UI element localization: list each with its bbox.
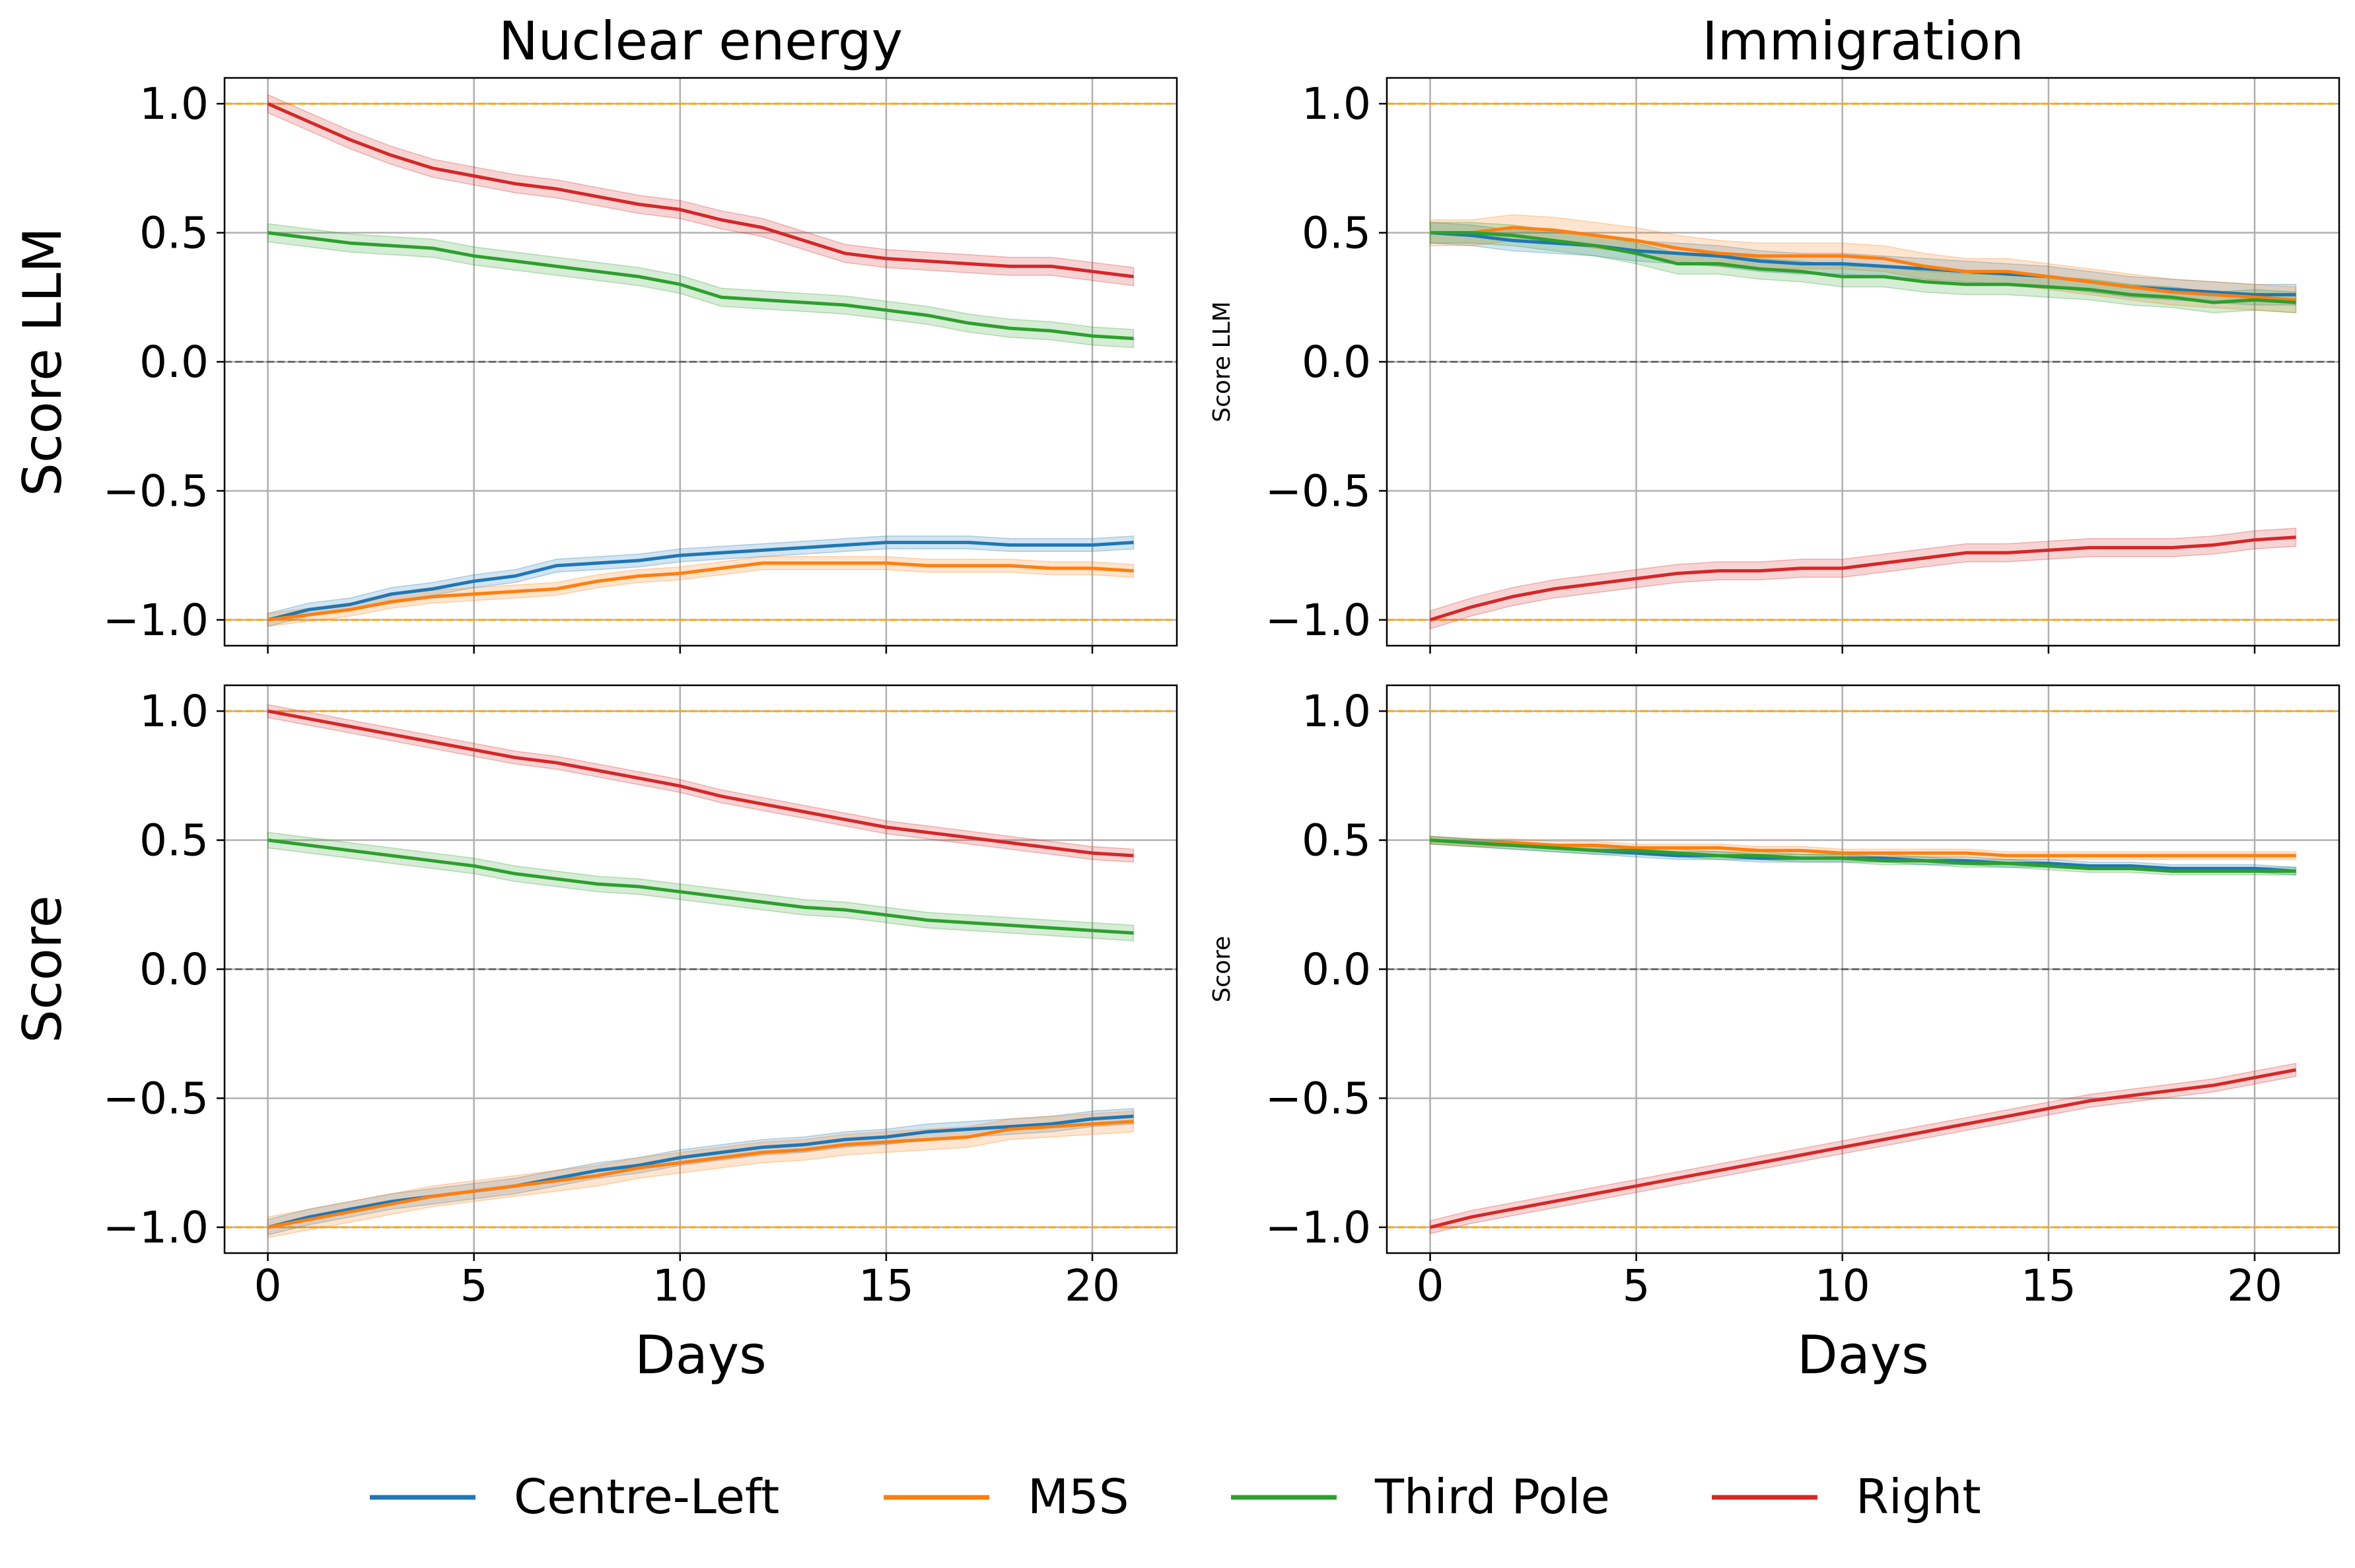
legend-item-m5s: M5S — [884, 1469, 1129, 1524]
ci-band-right — [1429, 1062, 2297, 1235]
series-line-m5s — [267, 1120, 1134, 1229]
legend-item-third-pole: Third Pole — [1231, 1469, 1610, 1524]
panel-title: Nuclear energy — [499, 11, 903, 72]
legend-label: Third Pole — [1374, 1469, 1610, 1524]
y-tick-label: −1.0 — [1265, 1202, 1371, 1253]
x-tick-label: 15 — [2021, 1260, 2076, 1311]
y-tick-label: 1.0 — [139, 79, 209, 129]
legend-label: Centre-Left — [514, 1469, 779, 1524]
y-tick-label: 0.0 — [139, 944, 209, 995]
series-line-right — [1429, 535, 2296, 622]
ci-band-m5s — [1429, 835, 2297, 860]
x-tick-label: 0 — [1417, 1260, 1444, 1311]
y-tick-label: 0.5 — [1302, 208, 1371, 259]
series-line-third-pole — [1430, 838, 2296, 873]
x-tick-label: 5 — [1623, 1260, 1650, 1311]
y-tick-label: 0.5 — [1302, 815, 1371, 866]
y-tick-label: −1.0 — [103, 1202, 209, 1253]
y-tick-label: 1.0 — [1302, 79, 1371, 129]
legend-label: Right — [1856, 1469, 1981, 1524]
series-line-right — [267, 102, 1134, 279]
panel-4: 0 5 10 15 20 1.0 0.5 0.0 −0.5 −1.0 Score Days — [1209, 684, 2340, 1386]
series-line-third-pole — [1430, 231, 2296, 304]
y-axis-label: Score LLM — [1209, 301, 1236, 422]
panels-layer: 1.0 0.5 0.0 −0.5 −1.0 Nuclear energy Score LLM… — [12, 11, 2340, 1386]
ci-band-third-pole — [267, 831, 1135, 941]
ci-band-third-pole — [267, 223, 1135, 349]
panel-3: 0 5 10 15 20 1.0 0.5 0.0 −0.5 −1.0 Score Days — [12, 684, 1178, 1386]
y-tick-label: −0.5 — [1265, 465, 1371, 516]
y-tick-label: −1.0 — [1265, 595, 1371, 646]
series-line-third-pole — [267, 231, 1134, 341]
y-axis-label: Score — [12, 895, 73, 1043]
series-line-m5s — [1430, 226, 2296, 302]
y-tick-label: 0.5 — [139, 815, 209, 866]
ci-band-m5s — [267, 1110, 1135, 1239]
series-line-third-pole — [267, 838, 1134, 935]
ci-band-right — [1429, 528, 2297, 630]
y-axis-label: Score — [1209, 936, 1236, 1003]
y-tick-label: 0.0 — [139, 337, 209, 388]
y-tick-label: 1.0 — [139, 686, 209, 737]
legend-item-centre-left: Centre-Left — [370, 1469, 779, 1524]
x-axis-label: Days — [635, 1324, 767, 1386]
legend: Centre-Left M5S Third Pole Right — [370, 1469, 1981, 1524]
panel-1: 1.0 0.5 0.0 −0.5 −1.0 Nuclear energy Score LLM — [12, 11, 1178, 654]
x-tick-label: 10 — [652, 1260, 708, 1311]
legend-label: M5S — [1028, 1469, 1129, 1524]
y-tick-label: 0.0 — [1302, 944, 1371, 995]
panel-2: 1.0 0.5 0.0 −0.5 −1.0 Immigration Score LLM — [1209, 11, 2340, 654]
legend-item-right: Right — [1712, 1469, 1981, 1524]
y-tick-label: −0.5 — [1265, 1073, 1371, 1124]
series-line-right — [1429, 1068, 2296, 1229]
y-tick-label: −0.5 — [103, 1073, 209, 1124]
x-axis-label: Days — [1797, 1324, 1929, 1386]
y-tick-label: 0.0 — [1302, 337, 1371, 388]
x-tick-label: 5 — [460, 1260, 488, 1311]
series-line-m5s — [267, 561, 1134, 622]
y-tick-label: 1.0 — [1302, 686, 1371, 737]
x-tick-label: 15 — [859, 1260, 914, 1311]
y-tick-label: −0.5 — [103, 465, 209, 516]
series-line-centre-left — [267, 541, 1134, 622]
y-tick-label: −1.0 — [103, 595, 209, 646]
x-tick-label: 20 — [1065, 1260, 1120, 1311]
y-axis-label: Score LLM — [12, 227, 73, 496]
x-tick-label: 20 — [2227, 1260, 2282, 1311]
series-line-right — [267, 709, 1134, 858]
panel-title: Immigration — [1702, 11, 2024, 72]
series-line-m5s — [1430, 838, 2296, 858]
x-tick-label: 0 — [254, 1260, 282, 1311]
x-tick-label: 10 — [1815, 1260, 1870, 1311]
y-tick-label: 0.5 — [139, 208, 209, 259]
